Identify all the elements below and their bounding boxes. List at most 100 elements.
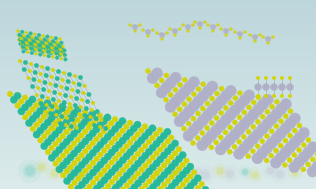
Circle shape	[118, 169, 123, 174]
Bar	[0, 75, 316, 78]
Circle shape	[262, 119, 273, 129]
Circle shape	[79, 133, 84, 138]
Circle shape	[100, 137, 108, 145]
Circle shape	[209, 145, 214, 150]
Circle shape	[239, 119, 250, 130]
Circle shape	[127, 188, 134, 189]
Circle shape	[189, 166, 201, 178]
Circle shape	[201, 171, 209, 179]
Circle shape	[71, 121, 77, 127]
Circle shape	[95, 109, 100, 114]
Circle shape	[289, 113, 301, 124]
Circle shape	[100, 170, 110, 180]
Circle shape	[98, 172, 103, 177]
Circle shape	[264, 76, 268, 80]
Circle shape	[49, 47, 53, 50]
Circle shape	[86, 153, 93, 161]
Circle shape	[34, 36, 38, 40]
Circle shape	[35, 93, 39, 97]
Circle shape	[60, 153, 66, 158]
Circle shape	[152, 68, 163, 79]
Circle shape	[143, 163, 148, 168]
Circle shape	[162, 163, 178, 178]
Circle shape	[207, 81, 218, 92]
Circle shape	[243, 114, 254, 125]
Circle shape	[51, 39, 55, 43]
Circle shape	[63, 138, 70, 145]
Circle shape	[157, 156, 164, 163]
Circle shape	[276, 104, 287, 115]
Bar	[0, 0, 316, 2]
Circle shape	[70, 130, 78, 137]
Circle shape	[135, 151, 141, 157]
Circle shape	[45, 103, 48, 107]
Bar	[0, 160, 316, 163]
Bar	[0, 11, 316, 14]
Circle shape	[84, 106, 88, 111]
Circle shape	[70, 111, 77, 118]
Circle shape	[116, 161, 123, 168]
Circle shape	[138, 176, 145, 183]
Circle shape	[93, 123, 97, 128]
Circle shape	[179, 28, 181, 30]
Circle shape	[278, 143, 283, 148]
Circle shape	[47, 89, 51, 93]
Circle shape	[23, 43, 26, 46]
Circle shape	[161, 152, 167, 159]
Circle shape	[27, 39, 30, 43]
Bar	[0, 105, 316, 109]
Circle shape	[200, 106, 205, 111]
Circle shape	[252, 172, 258, 178]
Circle shape	[21, 39, 25, 43]
Circle shape	[241, 168, 249, 176]
Circle shape	[298, 152, 309, 163]
Circle shape	[193, 20, 197, 23]
Circle shape	[184, 81, 195, 92]
Circle shape	[83, 168, 88, 174]
Circle shape	[145, 29, 151, 35]
Circle shape	[90, 108, 94, 112]
Circle shape	[101, 148, 107, 154]
Circle shape	[25, 100, 33, 107]
Circle shape	[276, 128, 286, 139]
Circle shape	[48, 43, 51, 46]
Circle shape	[143, 143, 148, 149]
Circle shape	[58, 37, 62, 40]
Circle shape	[124, 124, 129, 130]
Circle shape	[82, 91, 85, 95]
Circle shape	[175, 169, 185, 179]
Circle shape	[79, 152, 84, 158]
Circle shape	[117, 171, 122, 177]
Circle shape	[38, 44, 41, 47]
Circle shape	[211, 125, 222, 136]
Circle shape	[42, 39, 45, 42]
Circle shape	[50, 36, 53, 39]
Circle shape	[146, 159, 152, 164]
Circle shape	[191, 116, 196, 121]
Circle shape	[145, 129, 152, 136]
Circle shape	[221, 165, 239, 183]
Circle shape	[221, 90, 232, 101]
Circle shape	[179, 171, 186, 178]
Circle shape	[73, 103, 77, 108]
Circle shape	[93, 126, 100, 133]
Circle shape	[271, 165, 289, 183]
Circle shape	[90, 166, 100, 174]
Bar	[0, 124, 316, 128]
Circle shape	[142, 29, 144, 32]
Circle shape	[106, 183, 111, 189]
Circle shape	[35, 41, 39, 44]
Bar	[0, 108, 316, 111]
Circle shape	[267, 168, 273, 174]
Circle shape	[152, 172, 158, 178]
Circle shape	[149, 144, 156, 151]
Circle shape	[94, 176, 100, 181]
Bar	[0, 23, 316, 26]
Circle shape	[303, 147, 314, 158]
Circle shape	[214, 115, 219, 121]
Circle shape	[119, 176, 127, 183]
Circle shape	[38, 138, 43, 143]
Circle shape	[187, 163, 194, 170]
Bar	[0, 4, 316, 7]
Circle shape	[47, 54, 51, 58]
